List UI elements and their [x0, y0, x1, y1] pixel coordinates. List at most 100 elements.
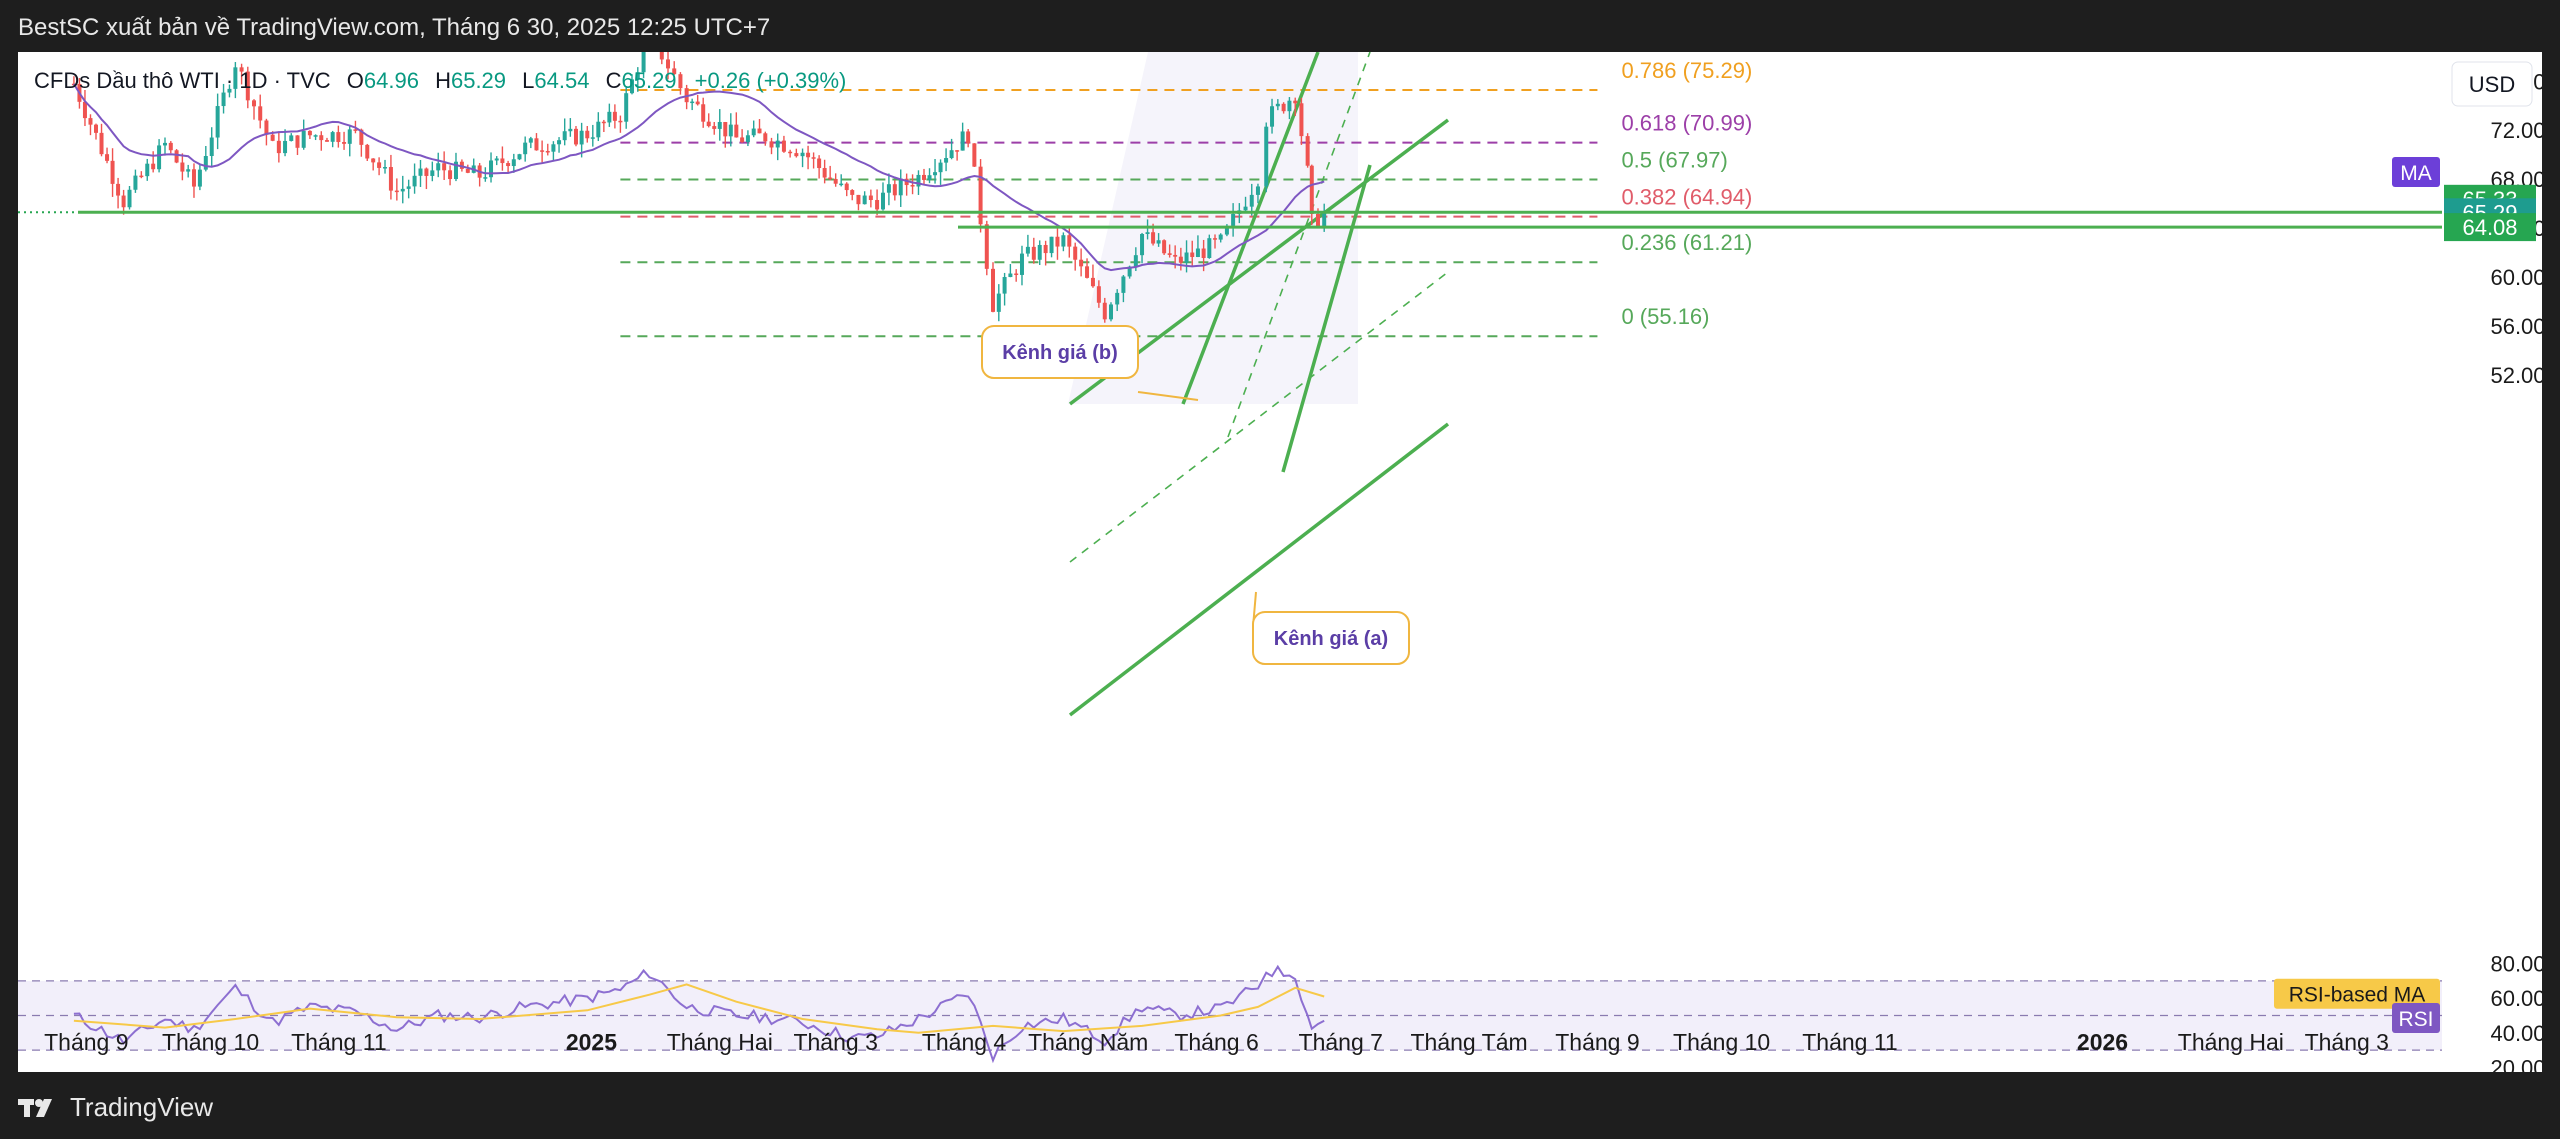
candle-body [342, 142, 347, 144]
candle-body [1090, 277, 1095, 287]
candle-body [301, 130, 306, 148]
candle-body [996, 293, 1001, 312]
rsi-badge-bg [2392, 1002, 2440, 1033]
candle-body [844, 183, 849, 191]
chart-panel[interactable]: 1 (80.77)0.786 (75.29)0.618 (70.99)0.5 (… [18, 52, 2542, 1072]
chart-canvas[interactable]: 1 (80.77)0.786 (75.29)0.618 (70.99)0.5 (… [18, 52, 2542, 1072]
candle-body [1184, 252, 1189, 263]
candle-body [794, 153, 799, 157]
candle-body [850, 190, 855, 195]
high-value: 65.29 [451, 68, 506, 93]
candle-body [494, 158, 499, 161]
candle-body [157, 145, 162, 170]
ma-line [73, 83, 1325, 272]
candle-body [383, 167, 388, 169]
candle-body [562, 131, 567, 141]
fib-level-label: 0.5 (67.97) [1621, 148, 1727, 173]
candle-body [618, 120, 623, 123]
candle-body [933, 172, 938, 176]
legend-line: CFDs Dầu thô WTI · 1D · TVC O64.96 H65.2… [34, 68, 846, 93]
candle-body [717, 122, 722, 129]
time-axis-label: Tháng 7 [1299, 1029, 1383, 1055]
candle-body [506, 163, 511, 167]
time-axis-label: Tháng Hai [667, 1029, 773, 1055]
candle-body [769, 141, 774, 148]
candle-body [264, 120, 269, 135]
candle-body [1061, 235, 1066, 247]
candle-body [239, 67, 244, 72]
candle-body [1067, 235, 1072, 247]
candle-body [1218, 234, 1223, 240]
candle-body [751, 128, 756, 136]
currency-button[interactable]: USD [2451, 61, 2533, 107]
candle-body [1037, 244, 1042, 260]
candle-body [1031, 246, 1036, 260]
price-axis-tick: 60.00 [2490, 265, 2542, 290]
high-label: H [435, 68, 451, 93]
candle-body [856, 194, 861, 205]
candle-body [511, 159, 516, 167]
fib-level-label: 0.382 (64.94) [1621, 185, 1752, 210]
candle-body [585, 130, 590, 139]
candle-body [695, 101, 700, 105]
candle-body [1167, 253, 1172, 255]
candle-body [221, 92, 226, 107]
candle-body [892, 184, 897, 196]
candle-body [1008, 273, 1013, 278]
candle-body [868, 195, 873, 201]
candle-body [1145, 232, 1150, 234]
candle-body [127, 189, 132, 208]
fib-level-label: 0.618 (70.99) [1621, 111, 1752, 136]
candle-body [88, 118, 93, 125]
candle-body [723, 122, 728, 137]
candle-body [324, 140, 329, 142]
time-axis-label: Tháng Tám [1410, 1029, 1527, 1055]
rsi-ma-line [73, 983, 1325, 1034]
publisher-bar: BestSC xuất bản về TradingView.com, Thán… [0, 0, 2560, 52]
candle-body [424, 168, 429, 176]
time-axis-label: Tháng 3 [793, 1029, 877, 1055]
candle-body [757, 128, 762, 134]
candle-body [1108, 304, 1113, 320]
candle-body [377, 162, 382, 168]
candle-body [949, 150, 954, 159]
callout-b-pointer [1137, 391, 1199, 401]
time-axis-label: Tháng Hai [2178, 1029, 2284, 1055]
candle-body [590, 137, 595, 139]
candle-body [1243, 206, 1248, 211]
candle-body [313, 135, 318, 137]
candle-body [174, 150, 179, 163]
candle-body [186, 169, 191, 172]
tradingview-logo[interactable]: TradingView [18, 1092, 213, 1123]
candle-body [1173, 254, 1178, 257]
footer-bar [0, 1072, 2560, 1139]
candle-body [898, 178, 903, 196]
candle-body [1140, 233, 1145, 256]
candle-body [500, 158, 505, 164]
candle-body [666, 59, 671, 69]
candle-body [365, 144, 370, 159]
candle-body [833, 178, 838, 184]
candle-body [991, 268, 995, 312]
candle-body [465, 168, 470, 173]
candle-body [817, 158, 822, 169]
price-axis-tick: 52.00 [2490, 363, 2542, 388]
rsi-axis-tick: 40.00 [2490, 1021, 2542, 1046]
close-label: C [606, 68, 622, 93]
candle-body [1025, 246, 1030, 254]
candle-body [701, 104, 706, 122]
candle-body [489, 160, 494, 178]
candle-body [1079, 259, 1084, 267]
candle-body [371, 158, 376, 163]
time-axis-label: Tháng 10 [162, 1029, 259, 1055]
candle-body [163, 142, 167, 146]
low-value: 64.54 [534, 68, 589, 93]
candle-body [1281, 103, 1286, 112]
candle-body [910, 185, 915, 187]
candle-body [252, 100, 257, 107]
candle-body [151, 163, 156, 170]
candle-body [330, 132, 335, 142]
rsi-axis-tick: 80.00 [2490, 952, 2542, 977]
time-axis-label: Tháng 6 [1174, 1029, 1258, 1055]
candle-body [1127, 266, 1132, 277]
